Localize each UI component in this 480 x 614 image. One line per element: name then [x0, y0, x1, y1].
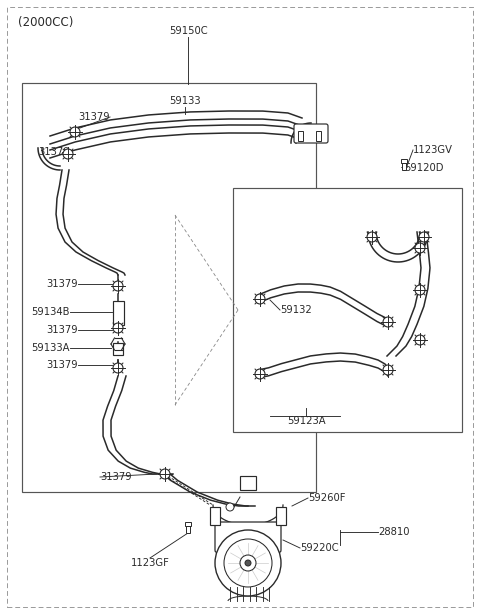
Text: 1123GV: 1123GV — [413, 145, 453, 155]
Text: 31379: 31379 — [47, 325, 78, 335]
Text: 59123A: 59123A — [287, 416, 325, 426]
Text: 59260F: 59260F — [308, 493, 346, 503]
Text: 59150C: 59150C — [168, 26, 207, 36]
Text: 31379: 31379 — [38, 147, 70, 157]
Circle shape — [63, 149, 73, 159]
Bar — [240, 476, 256, 490]
Circle shape — [383, 365, 393, 375]
Bar — [185, 522, 191, 526]
Bar — [112, 301, 123, 325]
Bar — [316, 131, 321, 141]
Circle shape — [70, 127, 80, 137]
Bar — [402, 163, 406, 170]
Bar — [276, 507, 286, 525]
Circle shape — [415, 243, 425, 253]
Text: (2000CC): (2000CC) — [18, 16, 73, 29]
Bar — [401, 159, 407, 163]
FancyBboxPatch shape — [294, 124, 328, 143]
Circle shape — [367, 232, 377, 242]
Text: 31379: 31379 — [47, 360, 78, 370]
FancyBboxPatch shape — [215, 522, 281, 553]
Text: 59133A: 59133A — [32, 343, 70, 353]
Text: 31379: 31379 — [78, 112, 110, 122]
Circle shape — [224, 539, 272, 587]
Text: 59134B: 59134B — [32, 307, 70, 317]
Circle shape — [255, 294, 265, 304]
Text: 1123GF: 1123GF — [131, 558, 169, 568]
Circle shape — [255, 369, 265, 379]
Circle shape — [215, 530, 281, 596]
Bar — [186, 526, 190, 533]
Bar — [22, 83, 316, 492]
Text: 31379: 31379 — [100, 472, 132, 482]
Text: 59133: 59133 — [169, 96, 201, 106]
Circle shape — [113, 323, 123, 333]
Bar — [298, 131, 303, 141]
Bar — [210, 507, 220, 525]
Text: 59220C: 59220C — [300, 543, 338, 553]
Text: 59120D: 59120D — [404, 163, 444, 173]
Circle shape — [383, 317, 393, 327]
Circle shape — [226, 503, 234, 511]
Circle shape — [245, 560, 251, 566]
Circle shape — [160, 469, 170, 479]
Text: 31379: 31379 — [47, 279, 78, 289]
Circle shape — [240, 555, 256, 571]
Circle shape — [113, 281, 123, 291]
Circle shape — [113, 363, 123, 373]
Circle shape — [415, 285, 425, 295]
Bar — [113, 343, 123, 355]
Bar — [233, 188, 462, 432]
Circle shape — [415, 335, 425, 345]
Circle shape — [419, 232, 429, 242]
Text: 59132: 59132 — [280, 305, 312, 315]
Text: 28810: 28810 — [378, 527, 409, 537]
